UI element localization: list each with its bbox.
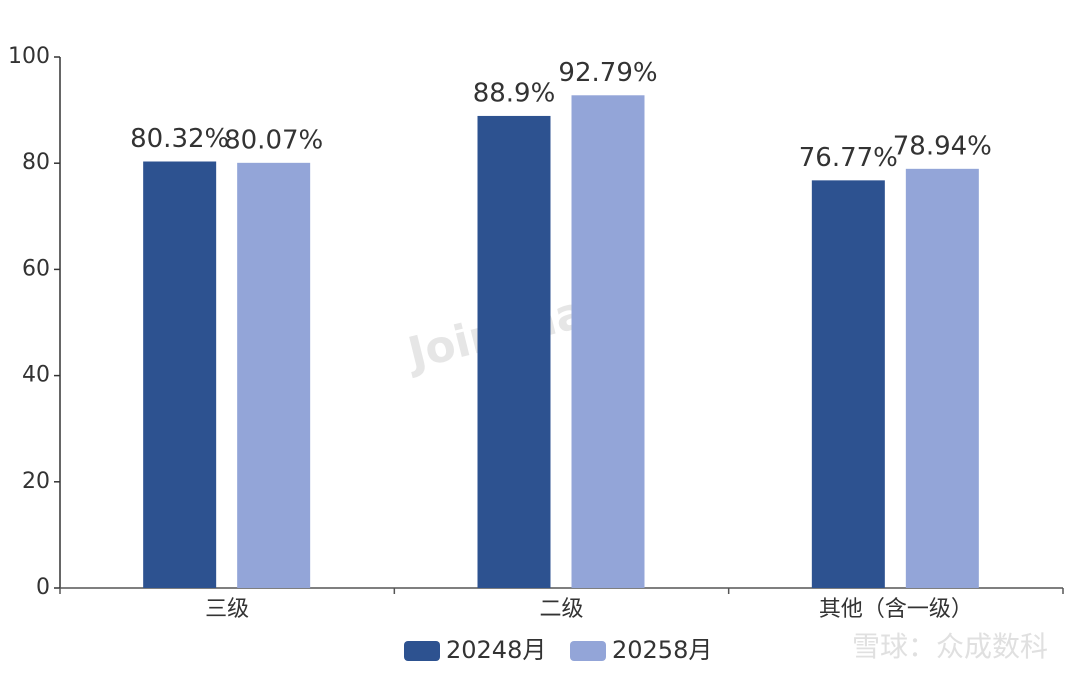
value-label: 88.9% <box>473 78 556 108</box>
legend-swatch <box>404 641 440 661</box>
y-tick-label: 60 <box>22 256 50 281</box>
y-tick-label: 100 <box>8 44 50 69</box>
y-tick-label: 20 <box>22 469 50 494</box>
value-label: 78.94% <box>893 131 992 161</box>
y-tick-label: 80 <box>22 150 50 175</box>
value-label: 80.07% <box>224 125 323 155</box>
y-tick-label: 0 <box>36 575 50 600</box>
value-label: 76.77% <box>799 143 898 173</box>
x-tick-label: 三级 <box>205 597 249 622</box>
bar <box>477 115 551 588</box>
x-tick-label: 二级 <box>539 597 583 622</box>
bar <box>237 162 311 588</box>
watermark: 雪球：众成数科 <box>852 630 1048 663</box>
bar <box>905 168 979 588</box>
legend-label: 20248月 <box>446 636 546 664</box>
value-label: 80.32% <box>130 124 229 154</box>
legend-label: 20258月 <box>612 636 712 664</box>
bar <box>143 161 217 588</box>
y-tick-label: 40 <box>22 363 50 388</box>
bar <box>811 180 885 588</box>
legend-swatch <box>570 641 606 661</box>
value-label: 92.79% <box>558 58 657 88</box>
x-tick-label: 其他（含一级） <box>819 597 973 622</box>
bar <box>571 95 645 589</box>
